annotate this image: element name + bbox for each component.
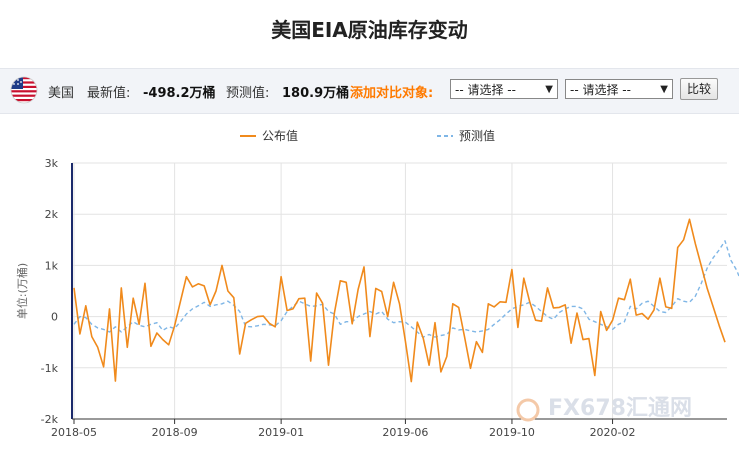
add-compare-label: 添加对比对象: <box>350 86 434 101</box>
legend-label-actual: 公布值 <box>262 128 298 143</box>
x-tick-label: 2019-06 <box>382 426 428 439</box>
watermark: FX678汇通网 <box>548 396 692 421</box>
forecast-value: 180.9万桶 <box>282 86 350 101</box>
y-tick-label: 2k <box>45 208 59 221</box>
y-tick-label: 3k <box>45 157 59 170</box>
latest-value: -498.2万桶 <box>143 86 216 101</box>
x-tick-label: 2019-10 <box>489 426 535 439</box>
x-tick-label: 2020-02 <box>590 426 636 439</box>
country-label: 美国 <box>48 86 75 101</box>
y-tick-label: 1k <box>45 259 59 272</box>
page-title: 美国EIA原油库存变动 <box>271 18 468 42</box>
y-tick-label: -2k <box>41 413 59 426</box>
y-tick-label: 0 <box>51 311 58 324</box>
watermark-logo-icon <box>516 398 540 422</box>
compare-select-1[interactable]: -- 请选择 -- ▼ <box>450 79 558 99</box>
legend-label-forecast: 预测值 <box>459 128 495 143</box>
y-axis-label: 单位:(万桶) <box>15 263 29 319</box>
x-tick-label: 2019-01 <box>258 426 304 439</box>
forecast-label: 预测值: <box>226 86 270 101</box>
x-tick-label: 2018-05 <box>51 426 97 439</box>
dropdown-arrow-icon: ▼ <box>660 84 668 95</box>
series-line-actual <box>73 218 726 383</box>
info-bar: 美国 最新值: -498.2万桶 预测值: 180.9万桶 添加对比对象: --… <box>0 68 739 114</box>
x-tick-label: 2018-09 <box>152 426 198 439</box>
compare-select-2[interactable]: -- 请选择 -- ▼ <box>565 79 673 99</box>
y-tick-label: -1k <box>41 362 59 375</box>
compare-button[interactable]: 比较 <box>680 78 718 100</box>
latest-label: 最新值: <box>87 86 131 101</box>
us-flag-icon <box>10 76 38 104</box>
series-line-forecast <box>73 240 739 338</box>
dropdown-arrow-icon: ▼ <box>545 84 553 95</box>
